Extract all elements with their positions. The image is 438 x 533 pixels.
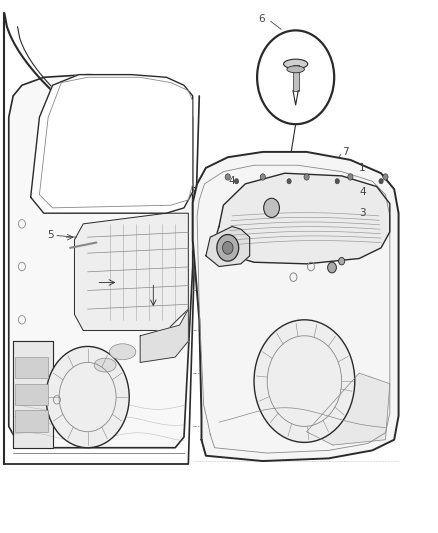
Polygon shape: [9, 75, 193, 448]
Circle shape: [328, 262, 336, 273]
Text: 6: 6: [258, 14, 265, 23]
Text: 4: 4: [359, 187, 366, 197]
Circle shape: [287, 179, 291, 184]
Text: 5: 5: [47, 230, 54, 239]
Text: 1: 1: [359, 163, 366, 173]
Circle shape: [335, 179, 339, 184]
Circle shape: [254, 320, 355, 442]
Circle shape: [379, 179, 383, 184]
Polygon shape: [206, 227, 250, 266]
Circle shape: [260, 174, 265, 180]
Circle shape: [225, 174, 230, 180]
Polygon shape: [13, 341, 53, 448]
Polygon shape: [31, 75, 193, 213]
Ellipse shape: [94, 358, 116, 372]
Circle shape: [339, 257, 345, 265]
Polygon shape: [307, 373, 390, 445]
Bar: [293, 65, 299, 91]
Bar: [15, 357, 48, 378]
Circle shape: [234, 179, 239, 184]
Circle shape: [223, 241, 233, 254]
Ellipse shape: [287, 66, 304, 73]
Polygon shape: [215, 173, 390, 264]
Circle shape: [264, 198, 279, 217]
Text: 7: 7: [342, 147, 348, 157]
Circle shape: [46, 346, 129, 448]
Circle shape: [304, 174, 309, 180]
Ellipse shape: [110, 344, 136, 360]
Text: 3: 3: [359, 208, 366, 218]
Polygon shape: [140, 309, 188, 362]
Circle shape: [348, 174, 353, 180]
Polygon shape: [193, 152, 399, 461]
Circle shape: [257, 30, 334, 124]
Circle shape: [217, 235, 239, 261]
Polygon shape: [74, 213, 188, 330]
Circle shape: [383, 174, 388, 180]
Text: 4: 4: [229, 176, 236, 186]
Bar: [15, 384, 48, 405]
Bar: [15, 410, 48, 432]
Ellipse shape: [284, 59, 308, 69]
